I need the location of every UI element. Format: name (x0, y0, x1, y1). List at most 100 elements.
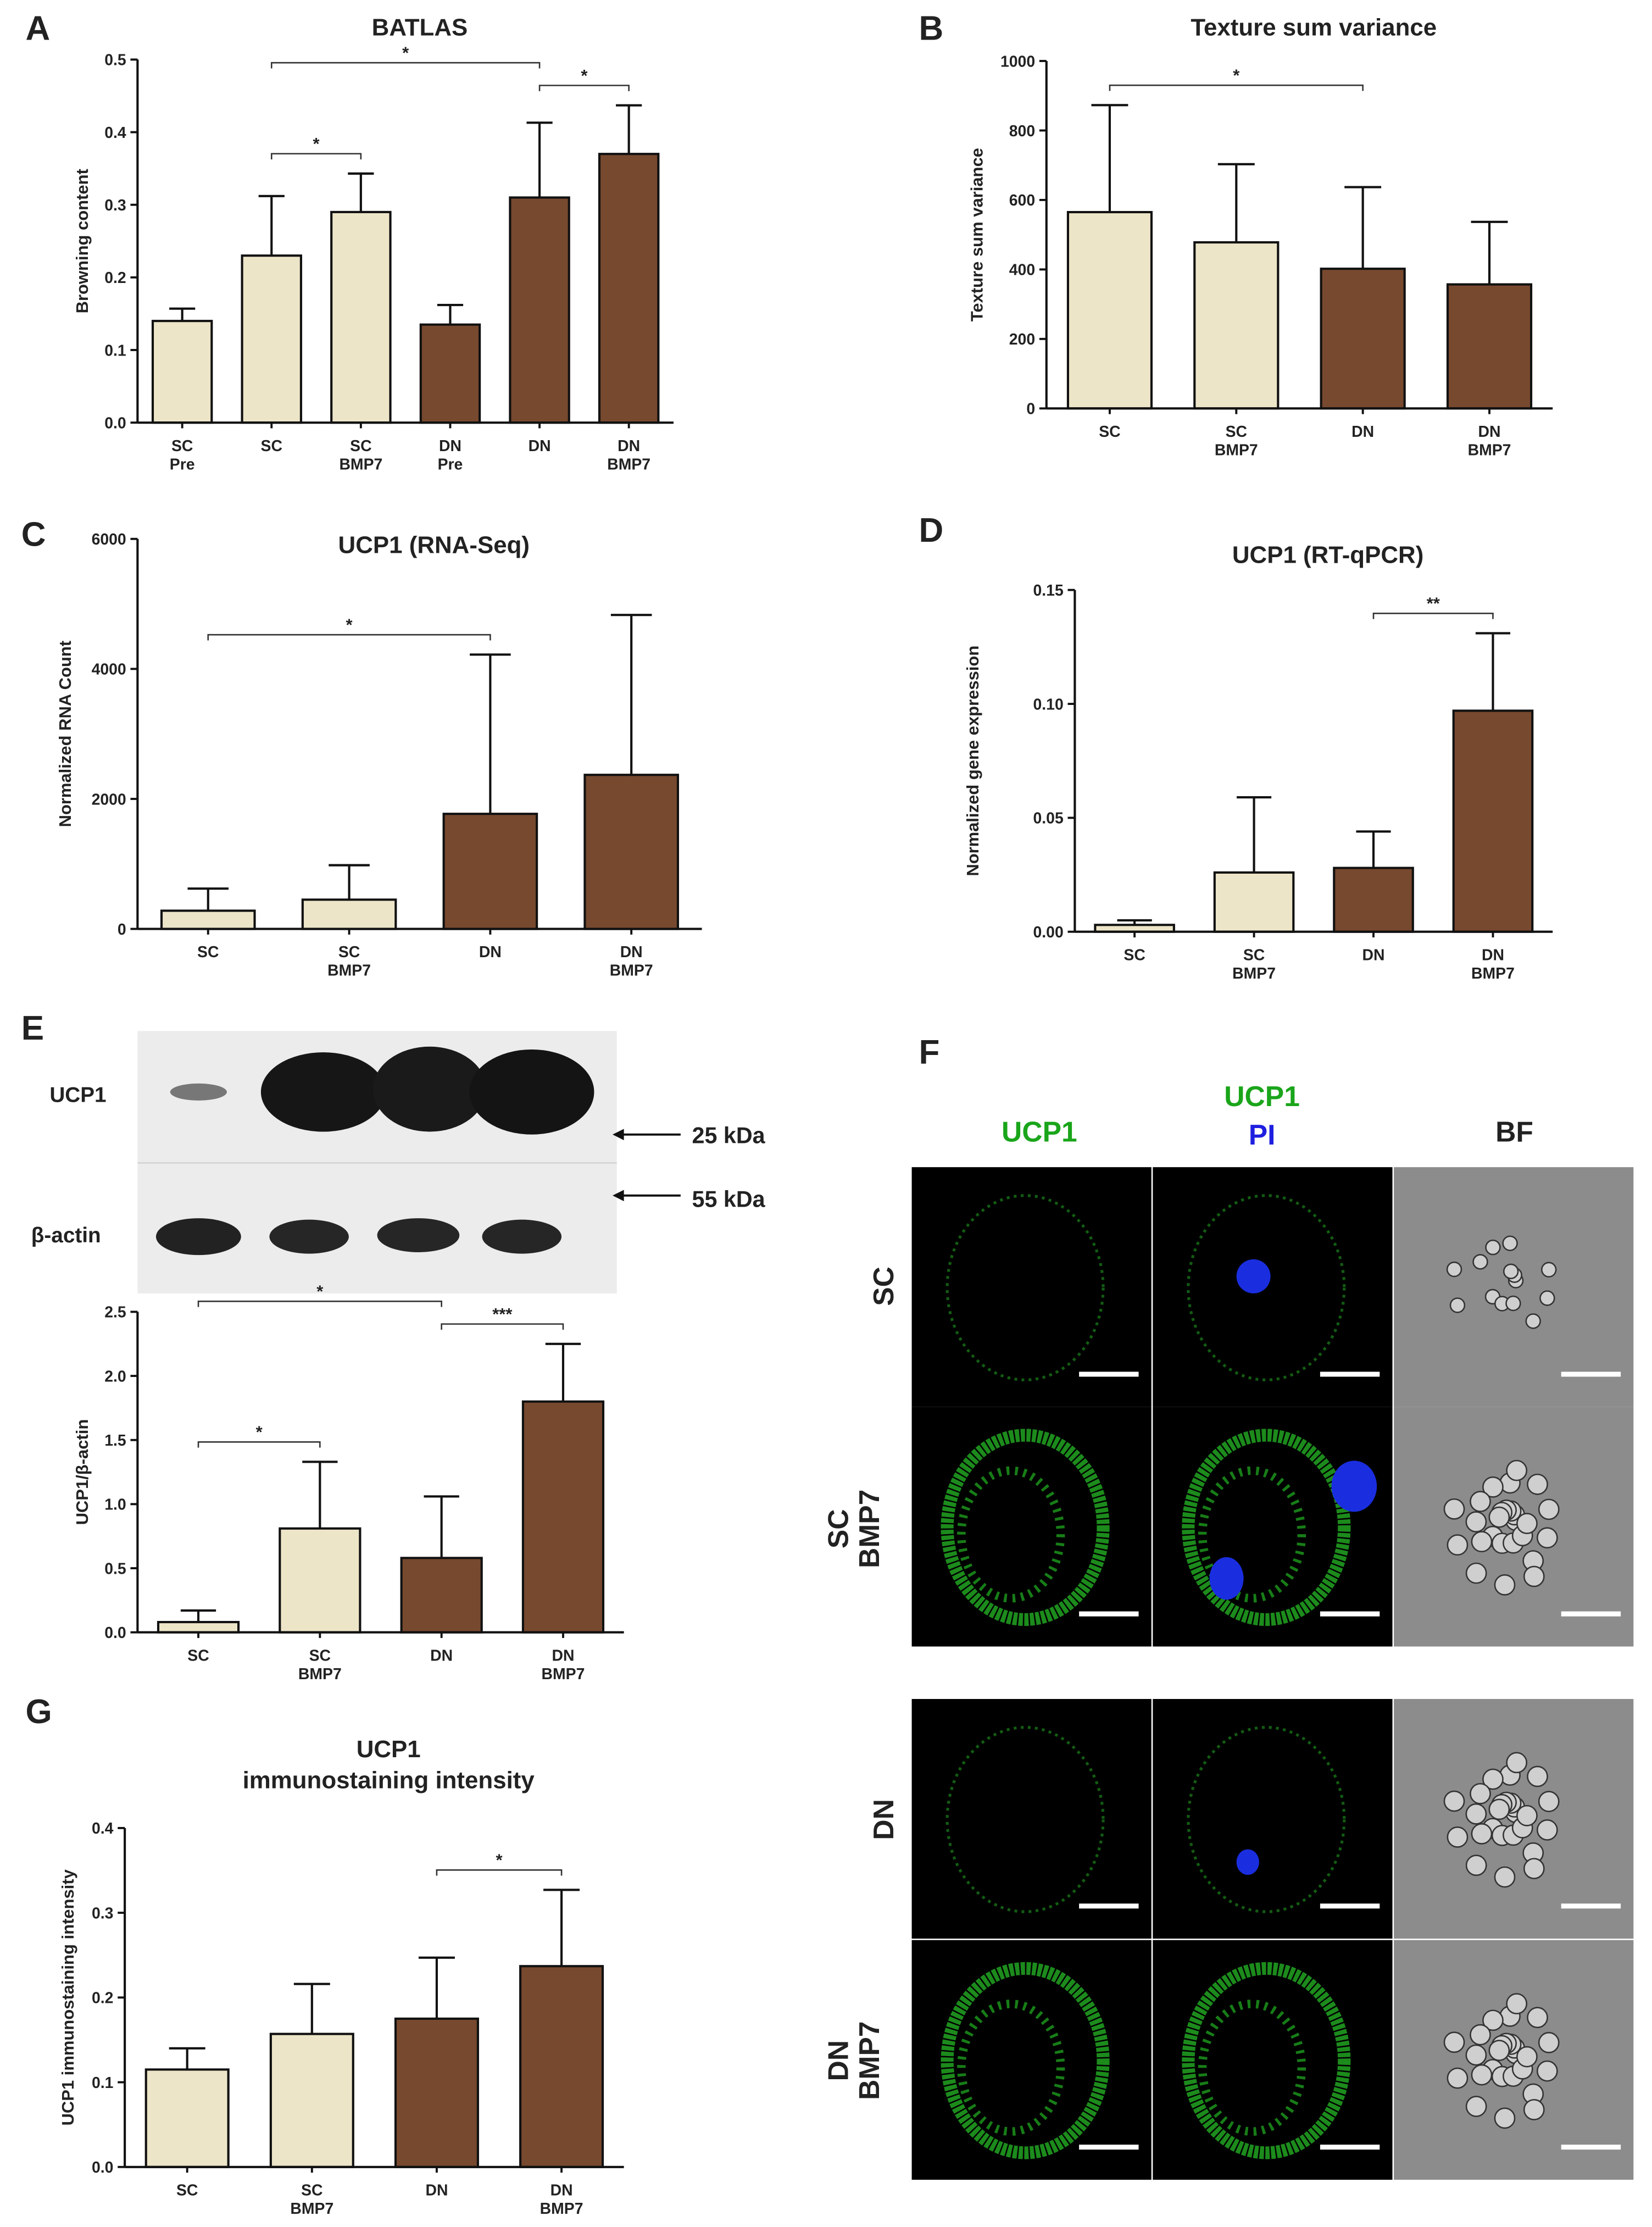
blot-band-label: UCP1 (49, 1083, 106, 1107)
x-tick-label: DN BMP7 (542, 1647, 585, 1683)
y-tick-label: 800 (1009, 123, 1035, 140)
y-axis-label: Texture sum variance (967, 148, 987, 321)
significance-label: * (402, 43, 409, 62)
lipid-droplet (1470, 1491, 1491, 1512)
blot-marker-label: 25 kDa (692, 1123, 766, 1148)
y-axis-label: UCP1 immunostaining intensity (58, 1869, 77, 2125)
lipid-droplet (1447, 1534, 1469, 1556)
y-tick-label: 0 (1026, 401, 1035, 418)
bar (1193, 241, 1280, 410)
blot-band (482, 1219, 562, 1254)
lipid-droplet (1488, 1798, 1510, 1820)
bracket (270, 153, 362, 160)
blot-band (372, 1046, 487, 1132)
row-label: SCBMP7 (822, 1490, 885, 1568)
x-tick-label: DN (529, 437, 551, 455)
lipid-droplet (1447, 2067, 1469, 2089)
lipid-droplet (1506, 1459, 1528, 1481)
lipid-droplet (1506, 1993, 1528, 2015)
chart-title: BATLAS (372, 14, 468, 41)
lipid-droplet (1485, 1239, 1501, 1256)
lipid-droplet (1465, 1562, 1487, 1584)
cell-outline (941, 1429, 1110, 1626)
micrograph (911, 1167, 1152, 1407)
lipid-droplet (1470, 2024, 1491, 2046)
significance-bracket: ** (1372, 594, 1494, 619)
x-tick-label: SC BMP7 (327, 943, 371, 980)
cell-texture (957, 2000, 1065, 2136)
lipid-droplet (1482, 2009, 1504, 2031)
lipid-droplet (1447, 1826, 1469, 1848)
significance-bracket: * (197, 1282, 442, 1307)
y-tick-label: 2000 (92, 791, 126, 808)
y-tick-label: 0.2 (104, 269, 126, 287)
bar (1213, 871, 1295, 933)
y-tick-label: 4000 (92, 661, 126, 679)
significance-bracket: * (270, 134, 362, 160)
cell-outline (1187, 1726, 1346, 1913)
y-tick-label: 0.4 (92, 1820, 114, 1837)
cell-outline (1187, 1194, 1346, 1381)
lipid-droplet (1494, 2107, 1516, 2129)
lipid-droplet (1465, 2044, 1487, 2066)
lipid-droplet (1443, 1498, 1465, 1520)
bar (1446, 283, 1533, 410)
bar (1452, 709, 1534, 933)
x-tick-label: SC BMP7 (298, 1647, 342, 1683)
nucleus (1209, 1557, 1244, 1600)
cell-texture (957, 1466, 1065, 1603)
lipid-droplet (1527, 1473, 1548, 1495)
column-header: PI (1249, 1119, 1276, 1151)
y-tick-label: 1.5 (104, 1432, 126, 1450)
cell-outline (1182, 1429, 1351, 1626)
y-tick-label: 2.5 (104, 1304, 126, 1321)
cell-outline (945, 1194, 1105, 1381)
y-tick-label: 0.0 (104, 1624, 126, 1642)
error-bar (545, 1342, 581, 1402)
error-bar (348, 172, 374, 212)
error-bar (616, 104, 642, 154)
blot-band (155, 1218, 241, 1256)
y-tick-label: 0.15 (1033, 582, 1064, 599)
panel-letter: D (919, 512, 943, 549)
error-bar (543, 1889, 580, 1967)
lipid-droplet (1465, 1854, 1487, 1876)
bar (279, 1527, 361, 1634)
lipid-droplet (1516, 1804, 1538, 1826)
lipid-droplet (1443, 1790, 1465, 1812)
error-bar (329, 864, 370, 900)
cell-outline (941, 1962, 1110, 2159)
bar (419, 323, 481, 424)
micrograph (911, 1699, 1152, 1939)
bar (509, 196, 570, 424)
panel-letter: B (919, 9, 943, 47)
micrograph (1153, 1167, 1393, 1407)
x-tick-label: DN BMP7 (610, 943, 653, 980)
cell-texture (1198, 2000, 1306, 2136)
significance-label: * (316, 1282, 324, 1301)
lipid-droplet (1488, 2040, 1510, 2061)
figure-content: UCP1 UCP1 PI BF SC SCBMP7 DN DNBMP7 A B C D E F G BATL… (21, 9, 1634, 2218)
error-bar (1356, 830, 1391, 868)
micrograph (1153, 1699, 1393, 1939)
row-label: SC (867, 1267, 899, 1306)
x-tick-label: DN BMP7 (1471, 946, 1515, 982)
lipid-droplet (1523, 1858, 1545, 1880)
bracket (1109, 84, 1364, 91)
bar (1333, 867, 1414, 933)
x-tick-label: DN Pre (438, 437, 463, 474)
x-tick-label: DN (425, 2181, 448, 2199)
error-bar (424, 1495, 459, 1558)
significance-label: * (1233, 65, 1240, 85)
column-header: UCP1 (1224, 1080, 1300, 1112)
x-tick-label: SC (197, 943, 219, 961)
y-tick-label: 0 (118, 921, 126, 938)
bar (301, 898, 397, 930)
lipid-droplet (1523, 2099, 1545, 2120)
significance-label: ** (1427, 594, 1440, 613)
bar (269, 2032, 354, 2168)
bracket (197, 1301, 442, 1307)
y-tick-label: 6000 (92, 531, 126, 548)
blot-band (170, 1083, 227, 1101)
